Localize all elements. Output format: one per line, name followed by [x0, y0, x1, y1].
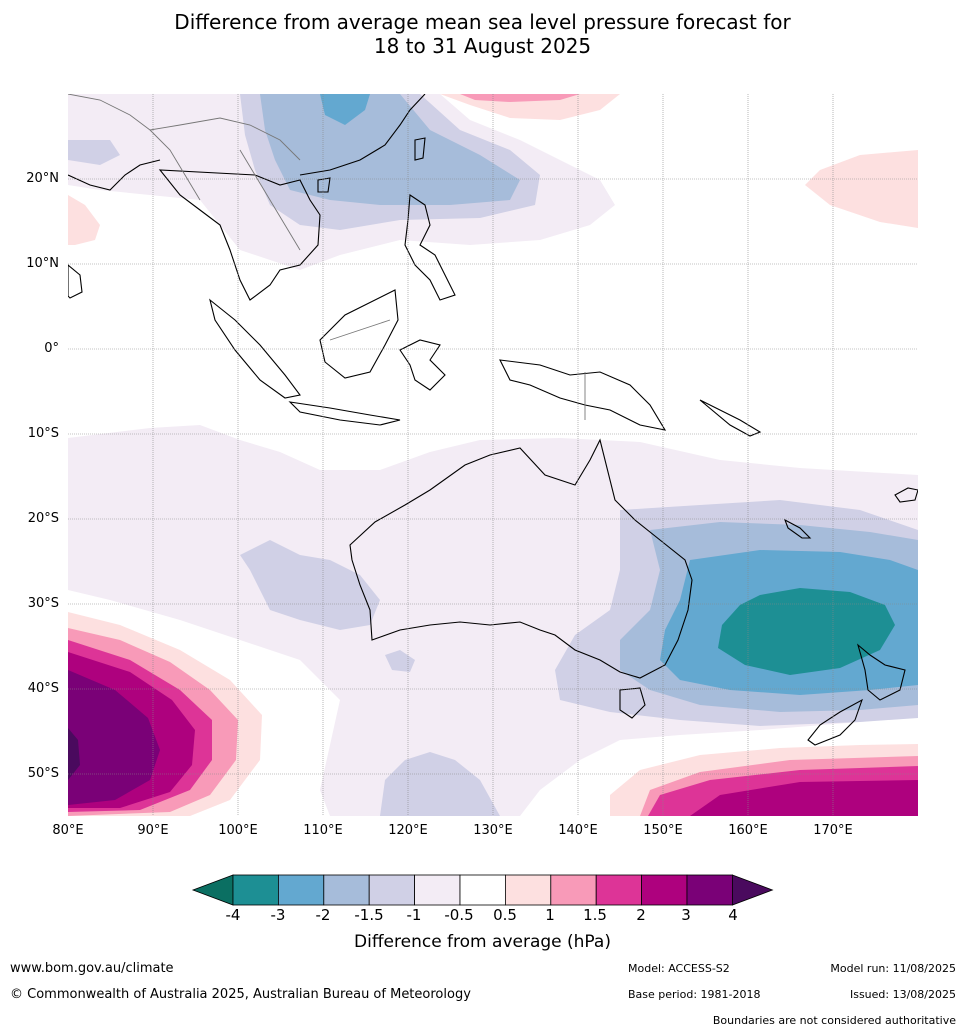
anomaly-region-southwest-positive-5: [68, 670, 160, 805]
lon-label-160e: 160°E: [728, 823, 768, 838]
colorbar-tick: -0.5: [444, 906, 474, 924]
anomaly-region-northeast-positive: [460, 94, 580, 102]
title-line-2: 18 to 31 August 2025: [373, 34, 592, 58]
colorbar-segment: [232, 874, 279, 906]
footer-model-run: Model run: 11/08/2025: [830, 962, 956, 975]
colorbar-tick: 0.5: [493, 906, 517, 924]
colorbar-tick: 1.5: [583, 906, 607, 924]
footer-disclaimer: Boundaries are not considered authoritat…: [712, 1014, 956, 1027]
anomaly-region-southeast-positive-4: [690, 780, 918, 816]
colorbar-segment: [277, 874, 325, 906]
philippines-coastline: [404, 194, 456, 301]
anomaly-region-north-negative-3: [320, 94, 370, 125]
colorbar-tick: -4: [225, 906, 241, 924]
footer-issued: Issued: 13/08/2025: [849, 988, 956, 1001]
colorbar-tick: -1.5: [354, 906, 384, 924]
new-zealand-north-coastline: [856, 643, 906, 701]
lon-label-170e: 170°E: [813, 823, 853, 838]
china-coastline: [299, 94, 426, 176]
colorbar-under-arrow: [191, 874, 234, 906]
java-coastline: [288, 401, 401, 426]
colorbar-segment: [641, 874, 688, 906]
colorbar-tick: -2: [315, 906, 331, 924]
anomaly-region-west-lavender: [68, 140, 120, 165]
anomaly-region-south-negative-patch: [380, 752, 500, 816]
anomaly-region-indian-weak-positive: [68, 195, 100, 245]
colorbar-title: Difference from average (hPa): [354, 932, 611, 952]
tasmania-coastline: [619, 687, 646, 719]
footer-base-period: Base period: 1981-2018: [628, 988, 761, 1001]
country-borders: [68, 94, 586, 420]
map-title: Difference from average mean sea level p…: [0, 10, 965, 58]
lat-label-10n: 10°N: [26, 256, 59, 271]
sri-lanka-coastline: [68, 264, 83, 299]
map-area: [68, 94, 918, 816]
colorbar-tick: 2: [636, 906, 646, 924]
fiji-coastline: [894, 487, 918, 503]
footer-website: www.bom.gov.au/climate: [10, 961, 174, 976]
lon-label-150e: 150°E: [643, 823, 683, 838]
anomaly-region-north-negative-2: [260, 94, 520, 205]
sumatra-coastline: [209, 298, 301, 399]
anomaly-region-southwest-positive-6: [68, 728, 80, 780]
title-line-1: Difference from average mean sea level p…: [174, 10, 791, 34]
colorbar-segment: [595, 874, 643, 906]
colorbar: [191, 874, 774, 906]
lon-label-120e: 120°E: [388, 823, 428, 838]
colorbar-over-arrow: [732, 874, 774, 906]
lat-label-0: 0°: [44, 341, 59, 356]
sulawesi-coastline: [399, 339, 446, 391]
lat-label-20s: 20°S: [27, 511, 59, 526]
footer-copyright: © Commonwealth of Australia 2025, Austra…: [10, 987, 471, 1002]
indochina-coastline: [158, 169, 321, 301]
taiwan-coastline: [414, 137, 426, 161]
hainan-coastline: [317, 177, 331, 193]
anomaly-region-bight-patch: [385, 650, 415, 672]
colorbar-tick: 4: [728, 906, 738, 924]
footer-model: Model: ACCESS-S2: [628, 962, 730, 975]
colorbar-segment: [550, 874, 597, 906]
graticule: [68, 94, 918, 816]
anomaly-region-east-negative-4: [718, 588, 895, 675]
colorbar-tick: -1: [406, 906, 422, 924]
new-zealand-south-coastline: [807, 698, 863, 746]
lon-label-100e: 100°E: [218, 823, 258, 838]
anomaly-region-southwest-negative: [240, 540, 380, 630]
colorbar-segment: [686, 874, 733, 906]
lon-label-130e: 130°E: [473, 823, 513, 838]
lat-label-50s: 50°S: [27, 766, 59, 781]
lon-label-110e: 110°E: [303, 823, 343, 838]
new-guinea-coastline: [499, 359, 667, 431]
lon-label-80e: 80°E: [52, 823, 84, 838]
lat-label-40s: 40°S: [27, 681, 59, 696]
solomon-islands-coastline: [699, 399, 762, 437]
australia-coastline: [349, 438, 693, 679]
lon-label-90e: 90°E: [137, 823, 169, 838]
colorbar-segment: [368, 874, 416, 906]
lat-label-10s: 10°S: [27, 426, 59, 441]
colorbar-tick: -3: [270, 906, 286, 924]
anomaly-region-pacific-weak-positive: [805, 150, 918, 228]
coastlines: [68, 94, 918, 746]
india-coastline: [68, 159, 161, 191]
lat-label-30s: 30°S: [27, 596, 59, 611]
colorbar-tick: 3: [681, 906, 691, 924]
new-caledonia-coastline: [783, 518, 812, 539]
colorbar-segment: [323, 874, 370, 906]
colorbar-segment: [414, 874, 461, 906]
lon-label-140e: 140°E: [558, 823, 598, 838]
colorbar-tick: 1: [545, 906, 555, 924]
colorbar-segment: [504, 874, 552, 906]
borneo-coastline: [319, 289, 399, 379]
colorbar-segment: [459, 874, 506, 906]
lat-label-20n: 20°N: [26, 171, 59, 186]
